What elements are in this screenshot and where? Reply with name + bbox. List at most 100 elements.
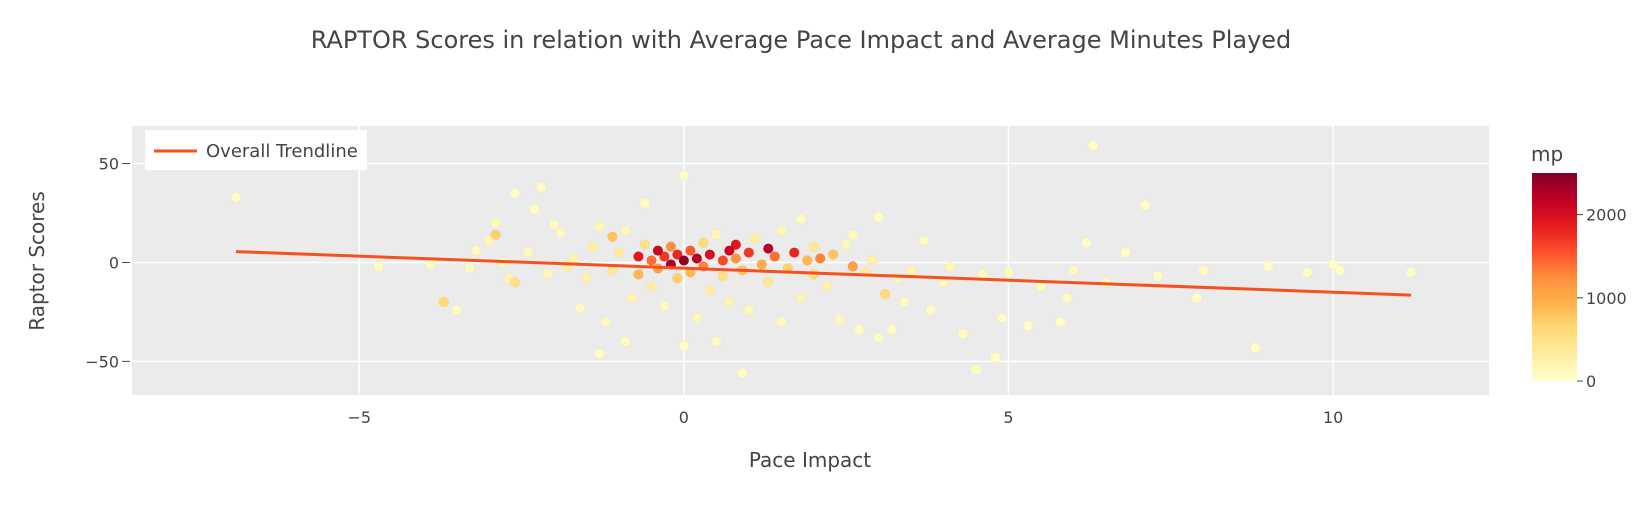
- x-tick-label: 10: [1323, 408, 1343, 427]
- data-point: [230, 191, 242, 203]
- data-point: [821, 280, 832, 292]
- data-point: [464, 263, 475, 274]
- x-tick-labels: −5 0 5 10: [347, 408, 1343, 427]
- data-point: [743, 304, 755, 316]
- data-point: [665, 241, 677, 252]
- data-point: [944, 261, 956, 272]
- data-point: [750, 233, 761, 244]
- data-point: [866, 255, 878, 266]
- data-point: [711, 336, 722, 347]
- data-point: [594, 348, 605, 359]
- data-point: [626, 292, 638, 304]
- data-point: [1087, 140, 1099, 152]
- data-point: [633, 269, 644, 280]
- chart-title: RAPTOR Scores in relation with Average P…: [311, 26, 1292, 54]
- data-point: [1061, 292, 1073, 304]
- data-point: [957, 328, 969, 339]
- data-point: [600, 316, 612, 328]
- data-point: [1198, 265, 1209, 276]
- data-point: [873, 211, 884, 223]
- x-tick-label: −5: [347, 408, 371, 427]
- data-point: [659, 251, 670, 262]
- data-point: [743, 247, 755, 258]
- data-point: [840, 239, 852, 250]
- data-point: [814, 253, 826, 264]
- data-point: [438, 296, 449, 308]
- data-point: [1120, 247, 1131, 258]
- data-point: [698, 237, 709, 248]
- data-point: [548, 219, 560, 231]
- data-point: [1139, 199, 1151, 211]
- data-point: [587, 241, 599, 252]
- y-tick-label: 0: [109, 253, 119, 272]
- data-point: [1055, 316, 1066, 328]
- data-point: [509, 277, 521, 288]
- trendline: [235, 250, 1412, 297]
- x-tick-label: 0: [679, 408, 689, 427]
- data-point: [827, 249, 839, 260]
- data-point: [704, 284, 716, 296]
- data-point: [1191, 292, 1203, 304]
- data-point: [678, 340, 690, 351]
- data-point: [847, 229, 858, 241]
- data-point: [535, 182, 547, 193]
- data-point: [730, 253, 742, 264]
- data-point: [990, 352, 1001, 363]
- colorbar-title: mp: [1531, 142, 1563, 166]
- data-point: [555, 227, 566, 239]
- data-point: [763, 277, 774, 288]
- data-point: [646, 255, 657, 266]
- data-point: [652, 245, 664, 256]
- data-point: [685, 245, 696, 256]
- data-point: [776, 316, 787, 328]
- colorbar-tick-label: 2000: [1586, 206, 1627, 225]
- data-point: [724, 296, 735, 308]
- data-point: [613, 247, 625, 258]
- data-point: [470, 245, 482, 256]
- data-point: [542, 269, 553, 280]
- data-point: [1405, 267, 1417, 278]
- y-tick-labels: 50 0 −50: [85, 155, 130, 371]
- data-point: [490, 217, 501, 229]
- data-point: [633, 251, 644, 262]
- data-point: [737, 367, 748, 379]
- data-point: [607, 231, 618, 243]
- y-tick-label: 50: [99, 155, 119, 174]
- data-point: [529, 203, 540, 215]
- data-point: [802, 255, 813, 266]
- data-point: [646, 280, 657, 292]
- data-point: [795, 213, 807, 225]
- data-point: [1068, 265, 1079, 276]
- x-tick-label: 5: [1003, 408, 1013, 427]
- data-point: [620, 225, 631, 237]
- data-point: [1334, 265, 1345, 276]
- data-point: [490, 229, 501, 241]
- colorbar-tick-label: 0: [1586, 372, 1596, 391]
- data-point: [763, 243, 774, 254]
- data-point: [873, 332, 884, 343]
- data-point: [756, 259, 768, 270]
- data-point: [509, 188, 521, 199]
- data-point: [808, 241, 819, 252]
- data-point: [522, 247, 534, 258]
- data-point: [711, 229, 722, 241]
- data-point: [879, 288, 891, 300]
- data-point: [574, 302, 586, 314]
- data-point: [1081, 237, 1092, 248]
- data-point: [853, 324, 865, 335]
- data-point: [639, 239, 651, 250]
- data-point: [847, 261, 858, 272]
- colorbar-ticks: 0 1000 2000: [1577, 206, 1627, 391]
- data-point: [996, 312, 1008, 324]
- legend[interactable]: Overall Trendline: [145, 130, 367, 170]
- colorbar-tick-label: 1000: [1586, 289, 1627, 308]
- data-point: [1250, 342, 1261, 353]
- data-point: [795, 292, 807, 304]
- colorbar: [1532, 173, 1577, 381]
- data-point: [620, 336, 631, 347]
- data-point: [691, 312, 703, 324]
- y-axis-label: Raptor Scores: [25, 191, 49, 331]
- data-point: [730, 239, 742, 250]
- data-point: [594, 221, 605, 233]
- data-point: [776, 225, 787, 237]
